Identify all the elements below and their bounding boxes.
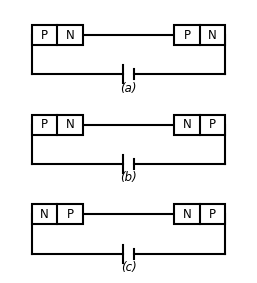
Bar <box>174 115 225 135</box>
Text: P: P <box>67 208 74 221</box>
Text: (a): (a) <box>120 82 137 95</box>
Text: (c): (c) <box>121 261 136 274</box>
Text: P: P <box>183 29 190 42</box>
Bar <box>32 204 83 224</box>
Bar <box>32 115 83 135</box>
Text: P: P <box>209 208 216 221</box>
Text: P: P <box>209 118 216 131</box>
Text: P: P <box>41 118 48 131</box>
Text: (b): (b) <box>120 171 137 185</box>
Text: N: N <box>66 29 75 42</box>
Bar <box>174 25 225 45</box>
Text: N: N <box>182 118 191 131</box>
Bar <box>32 25 83 45</box>
Bar <box>174 204 225 224</box>
Text: N: N <box>40 208 49 221</box>
Text: P: P <box>41 29 48 42</box>
Text: N: N <box>66 118 75 131</box>
Text: N: N <box>208 29 217 42</box>
Text: N: N <box>182 208 191 221</box>
